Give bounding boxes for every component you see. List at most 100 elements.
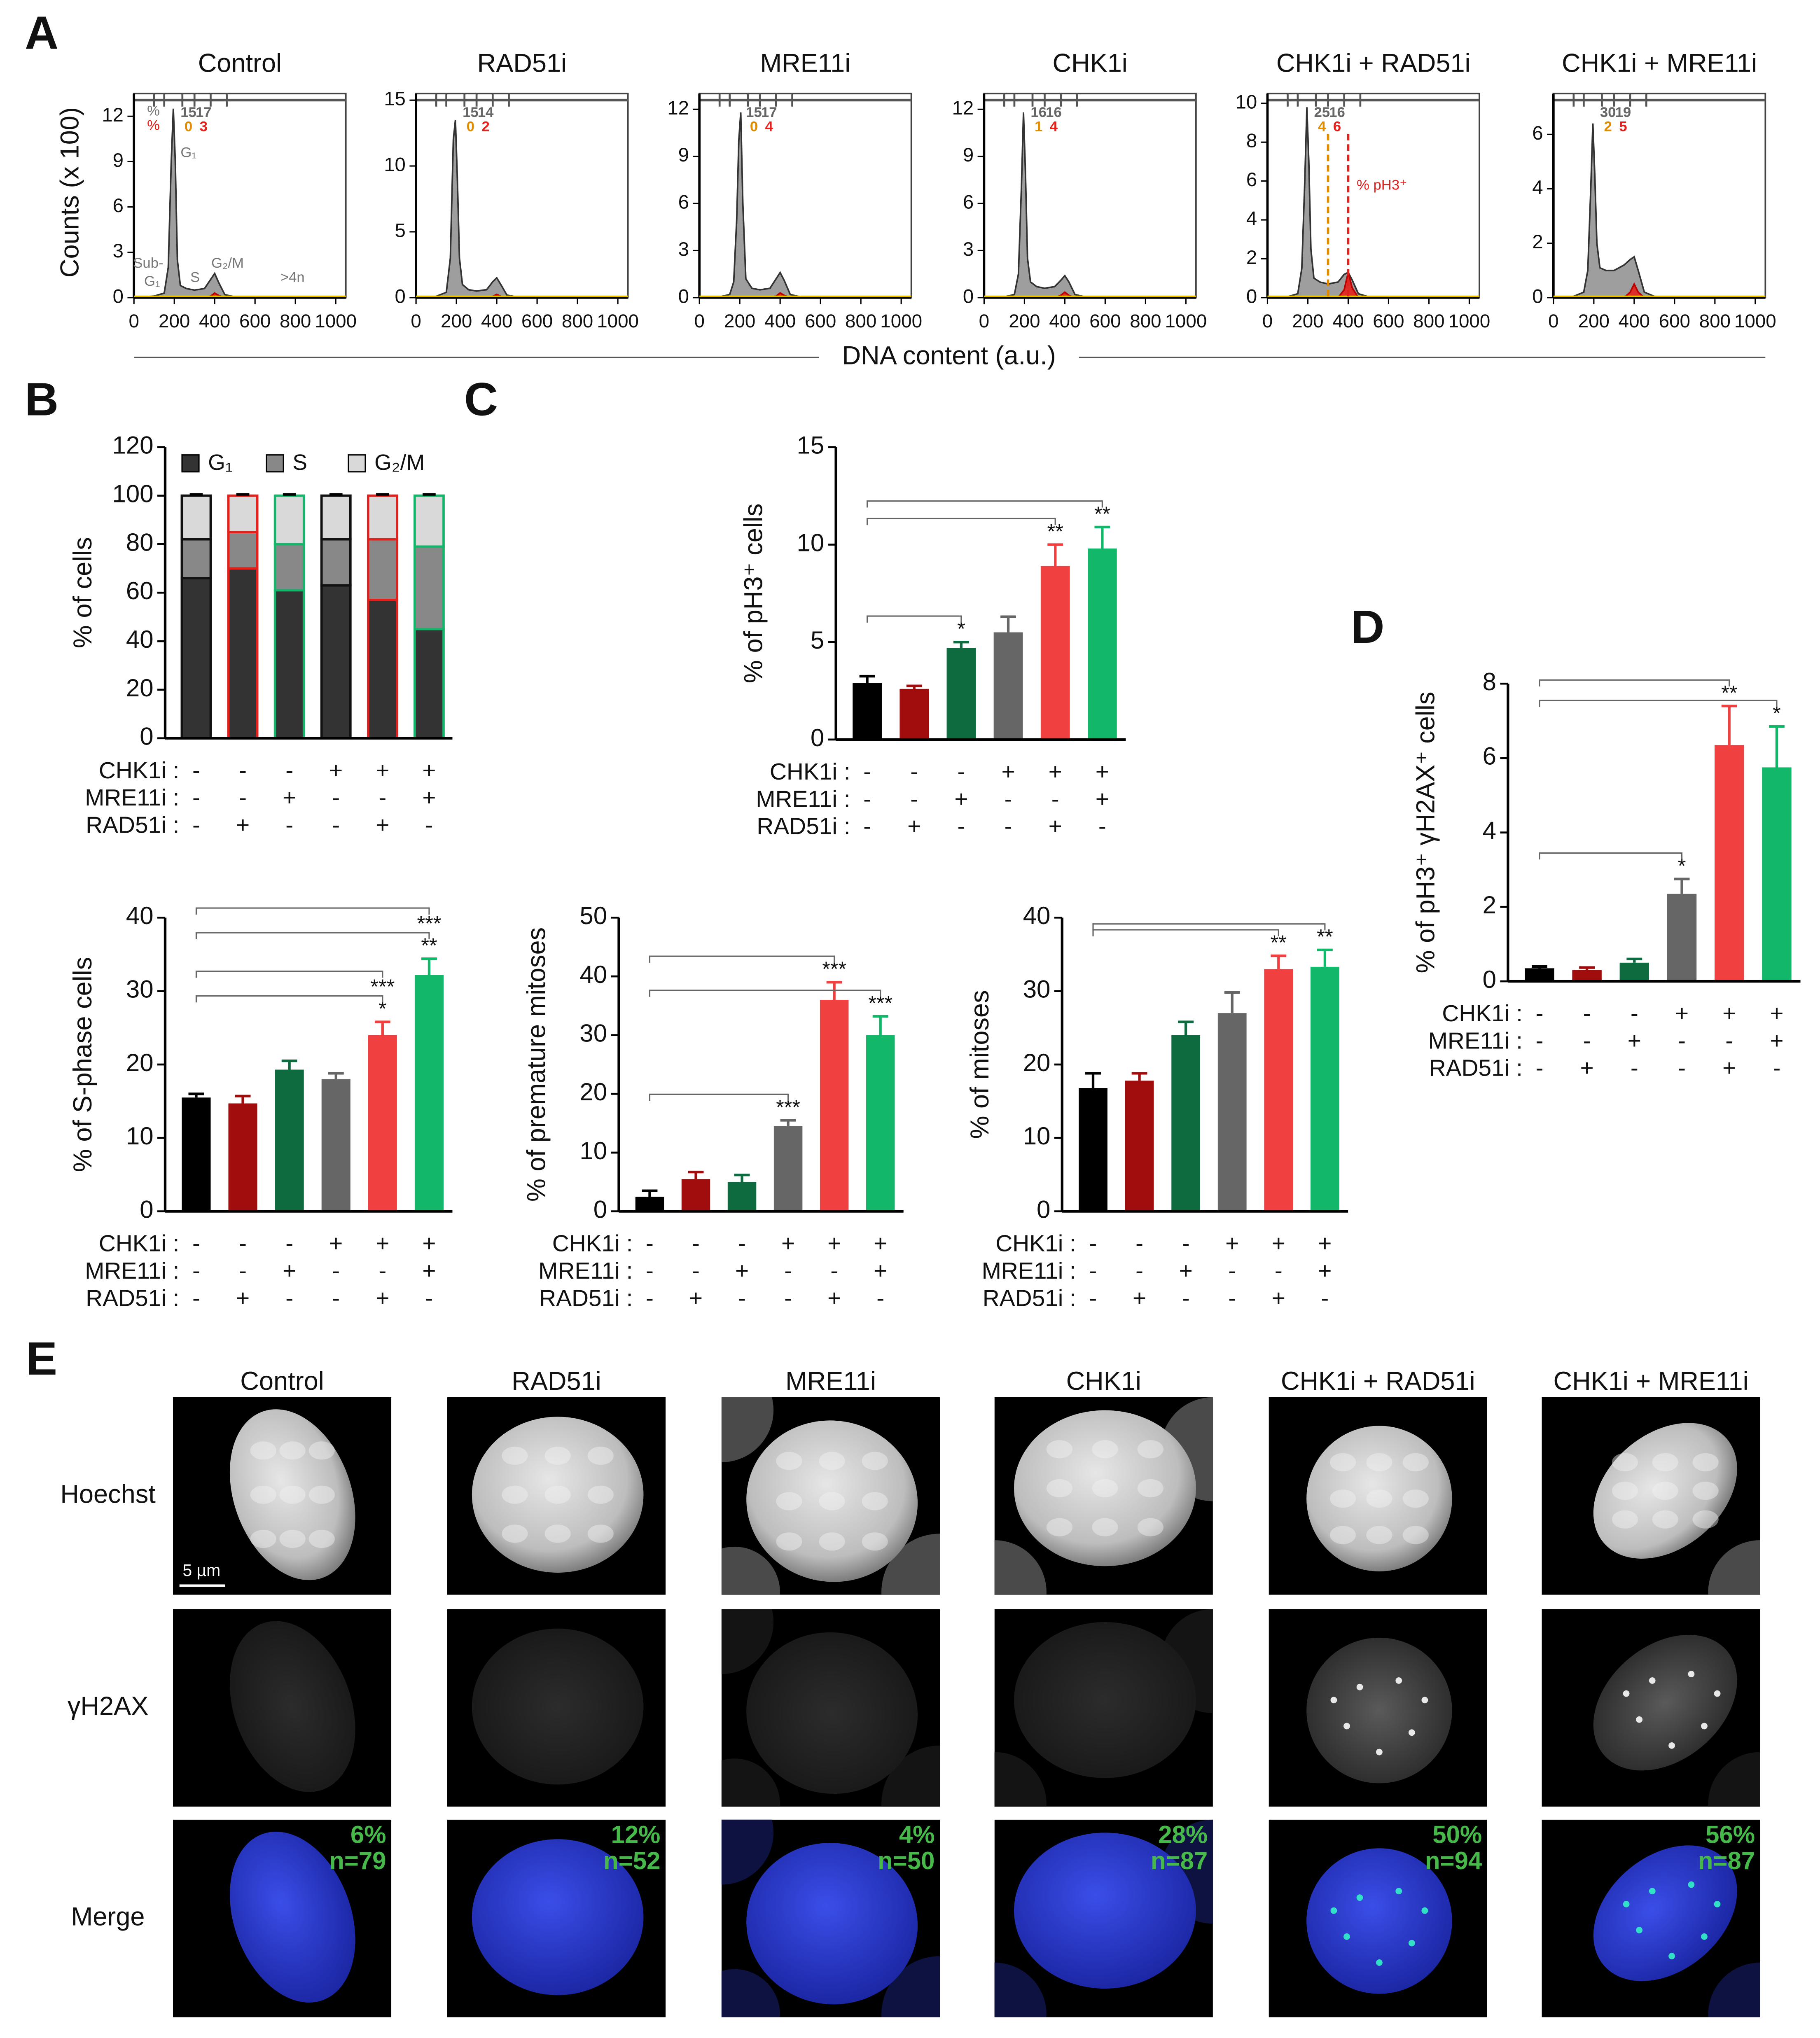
y-tick-label: 3 xyxy=(113,240,124,262)
y-tick-label: 2 xyxy=(1246,247,1257,268)
bar xyxy=(681,1179,710,1212)
condition-sign: + xyxy=(781,1231,795,1257)
significance-bracket xyxy=(867,500,1103,508)
condition-label: RAD51i : xyxy=(983,1285,1076,1311)
y-tick-label: 0 xyxy=(963,285,974,307)
y-tick-label: 0 xyxy=(593,1195,607,1223)
gate-colored-label: 6 xyxy=(1333,119,1341,134)
annotation: G₂/M xyxy=(211,255,244,271)
column-title: CHK1i + MRE11i xyxy=(1554,1367,1749,1396)
condition-sign: + xyxy=(1318,1258,1332,1284)
y-tick-label: 10 xyxy=(1023,1122,1051,1150)
x-tick-label: 400 xyxy=(481,310,512,331)
bar-segment xyxy=(320,494,352,541)
nucleus xyxy=(472,1628,644,1785)
foci xyxy=(1701,1723,1708,1730)
foci xyxy=(1714,1690,1721,1697)
x-tick-label: 1000 xyxy=(1734,310,1776,331)
y-tick-label: 30 xyxy=(126,975,154,1003)
condition-sign: - xyxy=(285,1231,293,1257)
annotation: % pH3⁺ xyxy=(1357,177,1407,193)
bar-segment xyxy=(367,494,398,541)
y-tick-label: 3 xyxy=(963,238,974,260)
annotation: S xyxy=(190,270,200,285)
y-axis-label: % of pH3⁺ γH2AX⁺ cells xyxy=(1411,692,1440,973)
chromatin xyxy=(1137,1479,1163,1497)
bar xyxy=(1310,966,1339,1212)
y-tick-label: 6 xyxy=(1483,742,1496,770)
foci xyxy=(1668,1742,1675,1749)
nucleus xyxy=(229,1621,355,1792)
condition-label: MRE11i : xyxy=(85,785,179,811)
chromatin xyxy=(819,1492,845,1510)
condition-sign: - xyxy=(876,1285,884,1311)
percent-label: 56% xyxy=(1706,1821,1755,1849)
error-bar xyxy=(826,981,842,1000)
neighbor-cell xyxy=(881,1534,940,1595)
neighbor-cell xyxy=(994,1962,1047,2017)
error-bar xyxy=(1178,1020,1194,1035)
x-tick-label: 200 xyxy=(1292,310,1323,331)
error-bar xyxy=(374,1020,390,1035)
gate-colored-label: 4 xyxy=(1318,119,1326,134)
neighbor-cell xyxy=(721,1969,780,2017)
condition-sign: - xyxy=(1182,1285,1190,1311)
bar xyxy=(946,648,976,740)
bar xyxy=(1087,548,1117,740)
x-tick-label: 800 xyxy=(562,310,593,331)
condition-sign: + xyxy=(1096,786,1109,812)
x-tick-label: 0 xyxy=(1262,310,1273,331)
condition-sign: - xyxy=(1182,1231,1190,1257)
y-tick-label: 6 xyxy=(963,191,974,213)
y-tick-label: 4 xyxy=(1246,208,1257,230)
nucleus xyxy=(472,1839,644,1995)
plot-title: Control xyxy=(198,49,282,77)
y-tick-label: 120 xyxy=(112,432,154,459)
condition-sign: - xyxy=(239,1258,247,1284)
y-tick-label: 0 xyxy=(113,285,124,307)
condition-sign: - xyxy=(863,814,871,840)
condition-sign: - xyxy=(1135,1231,1143,1257)
plot-frame xyxy=(1552,93,1766,299)
chromatin xyxy=(1092,1518,1118,1536)
legend-label: G₂/M xyxy=(374,450,425,475)
condition-sign: - xyxy=(1631,1001,1638,1027)
chromatin xyxy=(1329,1489,1356,1508)
micrograph: 6%n=79 xyxy=(173,1819,392,2017)
y-axis-label: % of cells xyxy=(68,537,97,648)
chromatin xyxy=(1137,1440,1163,1459)
y-axis-label: % of mitoses xyxy=(965,990,994,1139)
condition-sign: + xyxy=(1272,1231,1285,1257)
panel-label: C xyxy=(464,373,498,425)
bar xyxy=(228,1103,257,1212)
micrograph xyxy=(721,1397,940,1595)
condition-sign: + xyxy=(1318,1231,1332,1257)
chromatin xyxy=(1092,1440,1118,1459)
bar-segment xyxy=(273,589,305,740)
y-tick-label: 100 xyxy=(112,480,154,507)
chromatin xyxy=(1692,1453,1719,1471)
gate-label: 17 xyxy=(761,105,777,120)
significance: * xyxy=(957,617,965,640)
significance-bracket xyxy=(1539,700,1778,707)
condition-sign: - xyxy=(784,1285,792,1311)
annotation: G₁ xyxy=(144,273,160,289)
bar xyxy=(1619,962,1649,981)
micrograph: 28%n=87 xyxy=(994,1819,1213,2017)
condition-sign: - xyxy=(1005,786,1012,812)
chromatin xyxy=(250,1529,276,1548)
annotation: >4n xyxy=(280,270,305,285)
gate-label: 16 xyxy=(1046,105,1062,120)
micrograph xyxy=(1269,1397,1487,1595)
x-tick-label: 600 xyxy=(1373,310,1404,331)
foci xyxy=(1408,1940,1415,1947)
y-tick-label: 20 xyxy=(126,674,154,702)
bar-segment xyxy=(414,545,445,630)
significance-bracket xyxy=(1539,679,1730,687)
error-bar xyxy=(328,1072,344,1079)
gate-colored-label: 1 xyxy=(1035,119,1042,134)
nucleus xyxy=(746,1420,918,1582)
condition-sign: - xyxy=(1631,1055,1638,1081)
y-tick-label: 60 xyxy=(126,577,154,605)
bar xyxy=(414,975,444,1212)
